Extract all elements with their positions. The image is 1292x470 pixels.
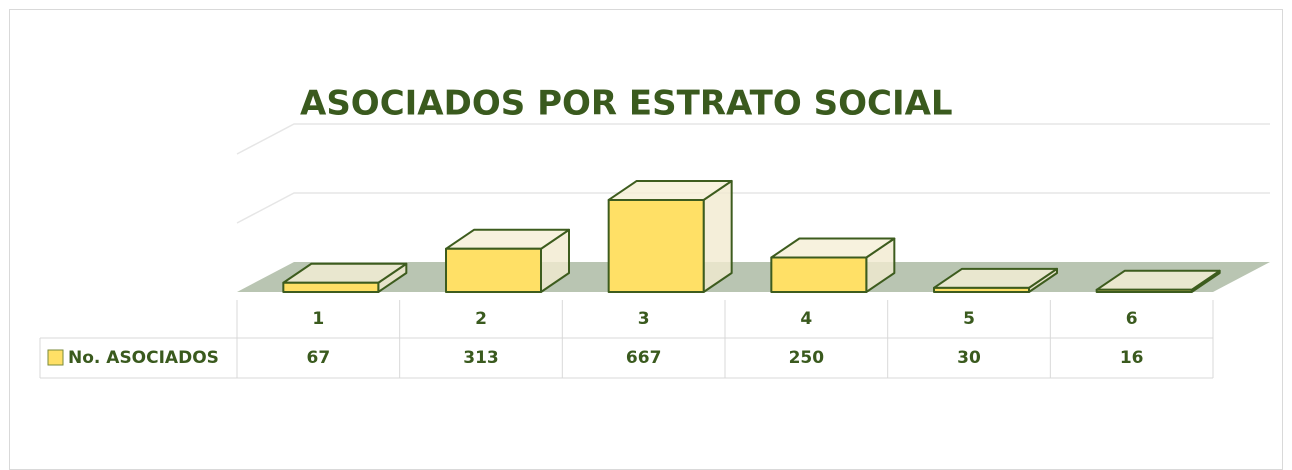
table-value: 67	[306, 348, 330, 368]
bar	[607, 179, 733, 293]
table-value: 16	[1120, 348, 1144, 368]
x-tick-label: 1	[312, 309, 324, 329]
bar	[770, 237, 896, 293]
bar-front	[607, 198, 705, 293]
table-value: 667	[626, 348, 662, 368]
legend-label: No. ASOCIADOS	[68, 348, 219, 368]
legend-key	[47, 349, 64, 366]
bar	[933, 267, 1058, 293]
x-tick-label: 2	[475, 309, 487, 329]
table-value: 250	[789, 348, 825, 368]
bar-front	[282, 281, 380, 293]
bar	[445, 228, 570, 293]
bar-front	[933, 286, 1030, 293]
x-tick-label: 3	[638, 309, 650, 329]
x-tick-label: 6	[1126, 309, 1138, 329]
table-value: 30	[957, 348, 981, 368]
x-tick-label: 4	[800, 309, 812, 329]
grid-line	[236, 123, 1270, 155]
bar	[282, 262, 408, 293]
x-tick-label: 5	[963, 309, 975, 329]
bar-front	[770, 256, 868, 293]
chart-title: ASOCIADOS POR ESTRATO SOCIAL	[300, 84, 953, 124]
bar-front	[445, 247, 542, 293]
grid-line	[236, 192, 1270, 224]
bar	[1095, 269, 1221, 293]
table-value: 313	[463, 348, 499, 368]
bar-front	[1095, 288, 1193, 293]
